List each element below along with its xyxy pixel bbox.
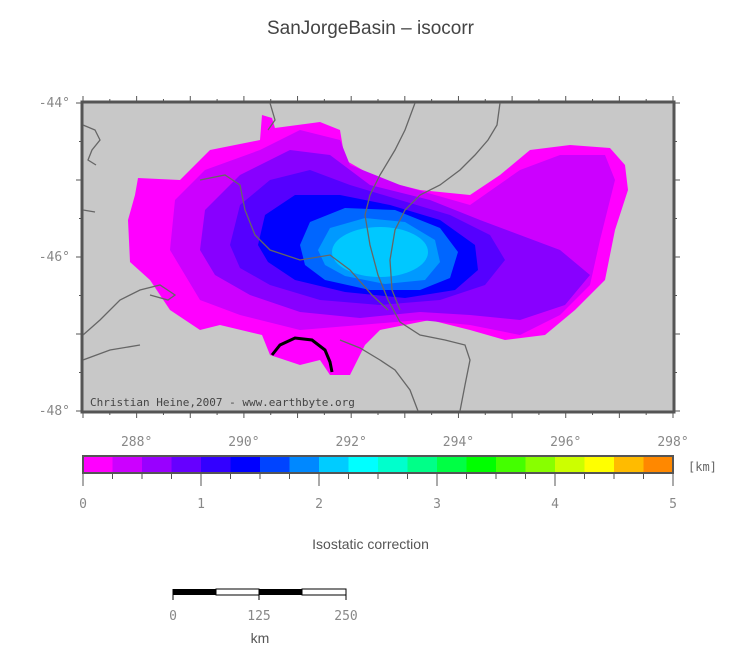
isostatic-correction-field	[83, 103, 628, 411]
map-tick-marks	[76, 96, 680, 418]
coastlines	[83, 103, 501, 411]
colorbar-swatch	[230, 456, 261, 473]
map-title: SanJorgeBasin – isocorr	[267, 18, 474, 39]
colorbar-swatch	[525, 456, 556, 473]
colorbar-swatch	[201, 456, 231, 473]
colorbar-tick-label: 2	[315, 497, 323, 512]
closed-contour-line	[270, 336, 334, 373]
colorbar-swatch	[437, 456, 467, 473]
scale-segment-2	[215, 588, 260, 596]
colorbar-swatch	[614, 456, 644, 473]
colorbar-swatch	[83, 456, 113, 473]
lon-tick-label: 288°	[121, 435, 152, 450]
scale-bar: 0 125 250	[169, 588, 358, 624]
scale-unit-label: km	[250, 630, 270, 646]
colorbar-swatch	[555, 456, 585, 473]
lon-tick-label: 290°	[228, 435, 259, 450]
colorbar-unit: [km]	[688, 460, 717, 474]
lon-tick-label: 296°	[550, 435, 581, 450]
credit-backdrop	[87, 394, 389, 410]
colorbar-swatch	[289, 456, 320, 473]
lon-tick-label: 298°	[657, 435, 688, 450]
lat-tick-label: -46°	[39, 250, 70, 265]
scale-segment-1	[173, 589, 216, 595]
longitude-tick-labels: 288° 290° 292° 294° 296° 298°	[121, 435, 689, 450]
colorbar	[82, 455, 674, 486]
scale-label-2: 250	[334, 609, 357, 624]
map-area: Christian Heine,2007 - www.earthbyte.org	[80, 100, 676, 414]
colorbar-swatch	[496, 456, 526, 473]
colorbar-tick-label: 3	[433, 497, 441, 512]
colorbar-swatch	[643, 456, 674, 473]
lon-tick-label: 294°	[443, 435, 474, 450]
scale-label-1: 125	[247, 609, 270, 624]
colorbar-swatch	[407, 456, 438, 473]
colorbar-swatch	[142, 456, 172, 473]
colorbar-swatch	[348, 456, 379, 473]
colorbar-label: Isostatic correction	[312, 536, 429, 552]
lat-tick-label: -48°	[39, 404, 70, 419]
field-zone-7	[332, 227, 428, 277]
colorbar-swatch	[378, 456, 408, 473]
credit-text: Christian Heine,2007 - www.earthbyte.org	[90, 396, 355, 409]
scale-segment-4	[301, 588, 347, 596]
colorbar-tick-label: 0	[79, 497, 87, 512]
colorbar-swatch	[319, 456, 349, 473]
latitude-tick-labels: -44° -46° -48°	[39, 96, 70, 419]
lat-tick-label: -44°	[39, 96, 70, 111]
colorbar-swatch	[171, 456, 202, 473]
colorbar-swatch	[466, 456, 497, 473]
lon-tick-label: 292°	[336, 435, 367, 450]
colorbar-tick-labels: 0 1 2 3 4 5	[79, 497, 677, 512]
colorbar-tick-label: 5	[669, 497, 677, 512]
scale-label-0: 0	[169, 609, 177, 624]
colorbar-tick-label: 1	[197, 497, 205, 512]
colorbar-tick-label: 4	[551, 497, 559, 512]
scale-segment-3	[259, 589, 302, 595]
colorbar-swatch	[260, 456, 290, 473]
colorbar-swatch	[584, 456, 615, 473]
colorbar-swatch	[112, 456, 143, 473]
